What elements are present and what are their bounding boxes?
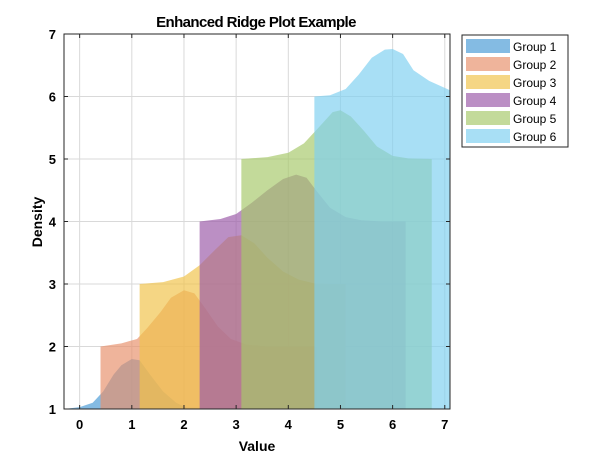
- y-tick-label: 4: [49, 215, 57, 230]
- chart-title: Enhanced Ridge Plot Example: [156, 14, 356, 31]
- ridge-areas: [64, 49, 450, 409]
- legend-box: [461, 34, 569, 148]
- legend-swatch-group-6: [466, 129, 510, 143]
- legend-label-group-6: Group 6: [513, 130, 557, 144]
- legend-label-group-1: Group 1: [513, 40, 557, 54]
- y-tick-label: 1: [49, 402, 56, 417]
- y-tick-label: 7: [49, 27, 56, 42]
- legend-swatch-group-1: [466, 39, 510, 53]
- x-tick-label: 0: [76, 417, 83, 432]
- x-tick-label: 3: [233, 417, 240, 432]
- x-tick-label: 6: [389, 417, 396, 432]
- axes: [63, 33, 451, 410]
- x-tick-label: 2: [180, 417, 187, 432]
- legend-swatch-group-2: [466, 57, 510, 71]
- y-tick-label: 2: [49, 340, 56, 355]
- legend-label-group-4: Group 4: [513, 94, 557, 108]
- y-tick-labels: 1 2 3 4 5 6 7: [49, 27, 57, 417]
- x-axis-label: Value: [239, 438, 276, 454]
- x-tick-label: 4: [285, 417, 293, 432]
- legend-swatch-group-5: [466, 111, 510, 125]
- ridge-area-group-6: [314, 49, 450, 409]
- legend-label-group-3: Group 3: [513, 76, 557, 90]
- x-tick-label: 5: [337, 417, 344, 432]
- legend-label-group-2: Group 2: [513, 58, 557, 72]
- y-tick-label: 6: [49, 90, 56, 105]
- x-tick-labels: 0 1 2 3 4 5 6 7: [76, 417, 448, 432]
- legend-swatch-group-4: [466, 93, 510, 107]
- x-tick-label: 7: [441, 417, 448, 432]
- x-tick-label: 1: [128, 417, 135, 432]
- legend-label-group-5: Group 5: [513, 112, 557, 126]
- legend-swatch-group-3: [466, 75, 510, 89]
- y-axis-label: Density: [29, 197, 45, 248]
- legend: Group 1 Group 2 Group 3 Group 4 Group 5 Group…: [461, 34, 569, 148]
- y-tick-label: 5: [49, 152, 56, 167]
- y-tick-label: 3: [49, 277, 56, 292]
